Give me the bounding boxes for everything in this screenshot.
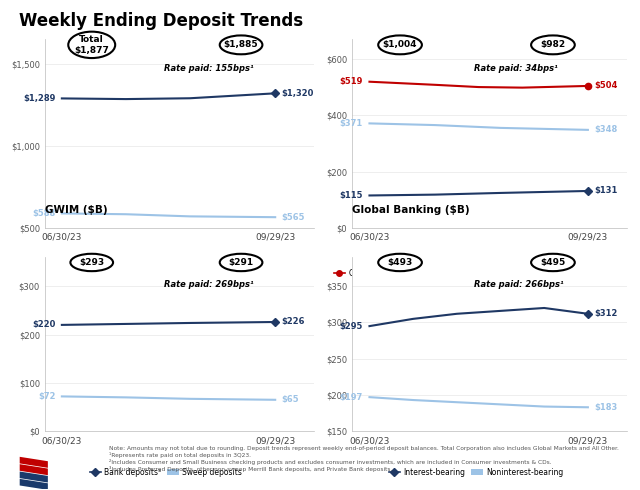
Text: GWIM ($B): GWIM ($B) [45, 205, 108, 215]
Ellipse shape [220, 35, 262, 54]
Text: $519: $519 [340, 77, 363, 86]
Ellipse shape [531, 35, 575, 54]
Ellipse shape [378, 35, 422, 54]
Text: $982: $982 [540, 40, 566, 49]
Text: $348: $348 [595, 125, 618, 134]
Ellipse shape [531, 254, 575, 271]
Text: $220: $220 [32, 320, 56, 329]
Text: Total
$1,877: Total $1,877 [74, 35, 109, 54]
Text: Rate paid: 269bps¹: Rate paid: 269bps¹ [164, 280, 254, 289]
Legend: Interest-bearing, Noninterest-bearing: Interest-bearing, Noninterest-bearing [385, 465, 566, 480]
Text: $312: $312 [595, 309, 618, 318]
Text: $291: $291 [228, 258, 253, 267]
Text: $1,885: $1,885 [224, 40, 259, 49]
Text: Note: Amounts may not total due to rounding. Deposit trends represent weekly end: Note: Amounts may not total due to round… [109, 446, 619, 472]
Ellipse shape [70, 254, 113, 271]
Text: $493: $493 [387, 258, 413, 267]
Text: $115: $115 [339, 191, 363, 200]
Text: Rate paid: 34bps¹: Rate paid: 34bps¹ [474, 64, 558, 73]
Text: $183: $183 [595, 403, 618, 412]
Text: $565: $565 [282, 213, 305, 221]
Text: $504: $504 [595, 81, 618, 91]
Legend: Interest-bearing, Noninterest-bearing: Interest-bearing, Noninterest-bearing [76, 266, 256, 281]
Text: $197: $197 [340, 392, 363, 402]
Text: $65: $65 [282, 395, 300, 404]
Text: $495: $495 [540, 258, 566, 267]
Text: Rate paid: 155bps¹: Rate paid: 155bps¹ [164, 64, 254, 73]
Ellipse shape [68, 32, 115, 58]
Text: $293: $293 [79, 258, 104, 267]
Text: $226: $226 [282, 318, 305, 326]
Text: $1,004: $1,004 [383, 40, 417, 49]
Legend: Checking², Other non-checking, Consumer investments & CDs: Checking², Other non-checking, Consumer … [331, 266, 621, 281]
Text: Weekly Ending Deposit Trends: Weekly Ending Deposit Trends [19, 12, 303, 30]
Text: Rate paid: 266bps¹: Rate paid: 266bps¹ [474, 280, 564, 289]
Ellipse shape [378, 254, 422, 271]
Legend: Bank deposits³, Sweep deposits: Bank deposits³, Sweep deposits [86, 465, 245, 480]
Ellipse shape [220, 254, 262, 271]
Text: $72: $72 [38, 392, 56, 401]
Text: $371: $371 [340, 119, 363, 128]
Text: Global Banking ($B): Global Banking ($B) [352, 205, 470, 215]
Text: $1,289: $1,289 [23, 94, 56, 103]
Text: $588: $588 [32, 209, 56, 218]
Text: $131: $131 [595, 187, 618, 196]
Text: $1,320: $1,320 [282, 89, 314, 98]
Text: $295: $295 [340, 321, 363, 331]
